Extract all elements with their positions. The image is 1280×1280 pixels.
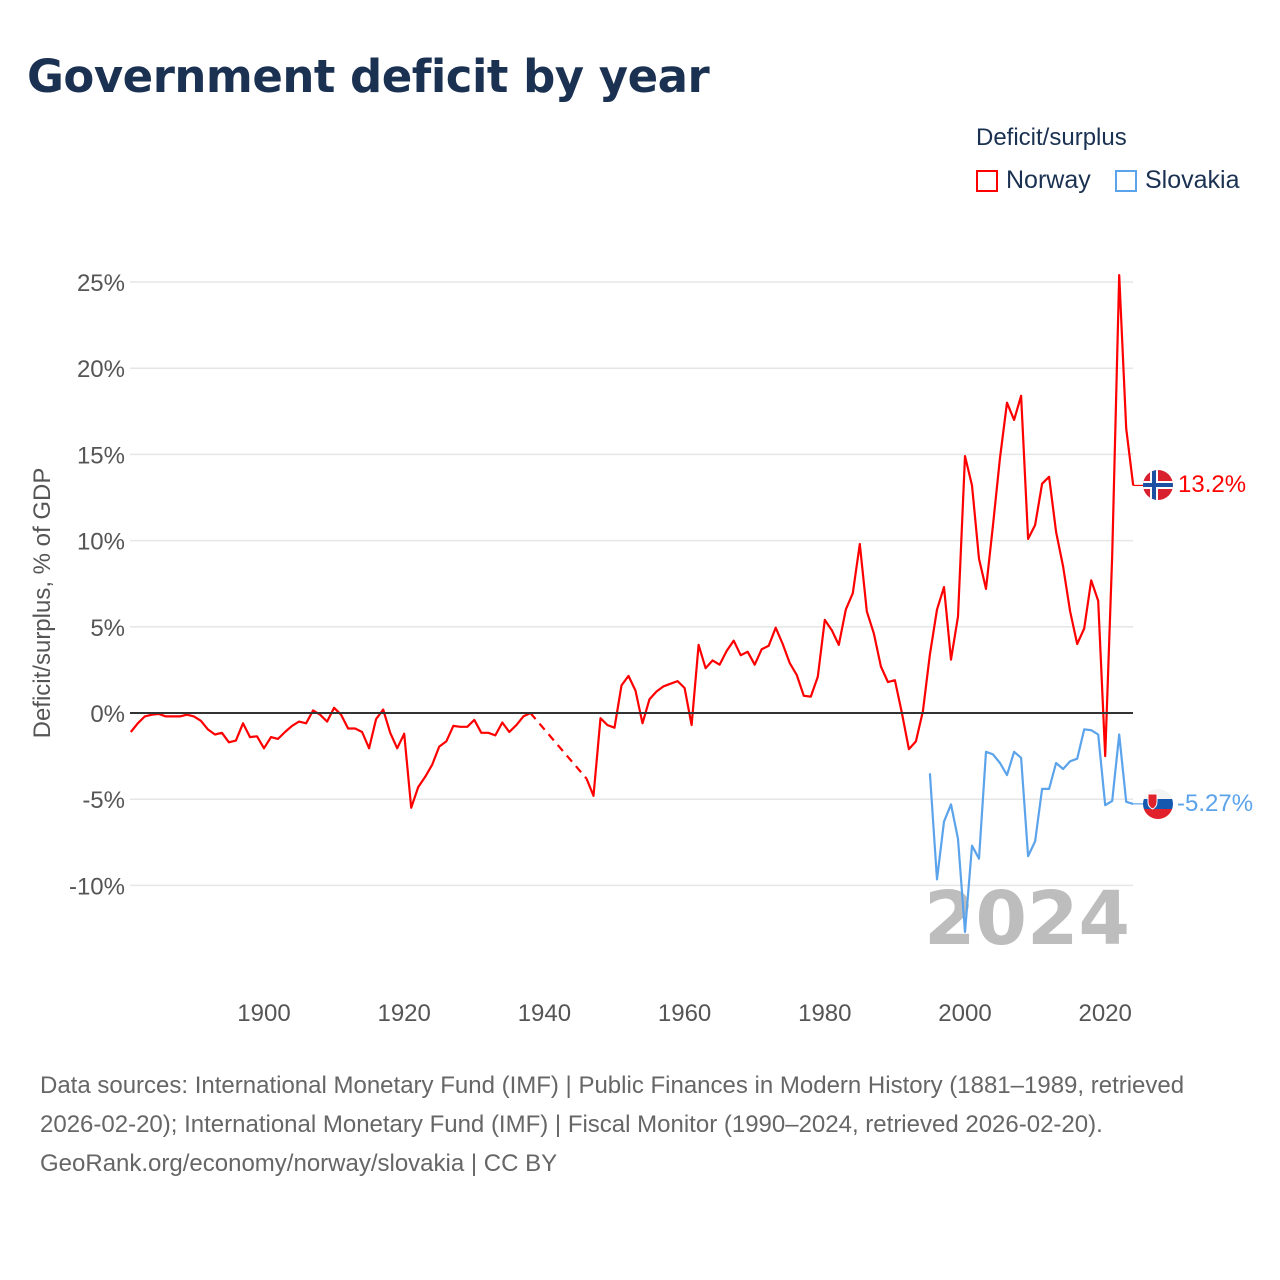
slovakia-end-label: -5.27% bbox=[1177, 790, 1253, 817]
y-tick-label: -10% bbox=[69, 873, 125, 900]
legend-item-norway[interactable]: Norway bbox=[976, 166, 1091, 195]
norway-gap-dashed-line bbox=[529, 712, 588, 780]
norway-flag-icon bbox=[1143, 470, 1173, 500]
y-tick-label: 0% bbox=[90, 701, 125, 728]
x-tick-label: 2020 bbox=[1078, 1000, 1131, 1027]
legend-item-slovakia[interactable]: Slovakia bbox=[1115, 166, 1240, 195]
x-tick-label: 1900 bbox=[237, 1000, 290, 1027]
legend-label-norway: Norway bbox=[1006, 166, 1091, 194]
y-tick-label: 5% bbox=[90, 615, 125, 642]
data-sources: Data sources: International Monetary Fun… bbox=[40, 1072, 1185, 1138]
chart-title: Government deficit by year bbox=[27, 50, 710, 103]
slovakia-flag-icon bbox=[1143, 789, 1173, 819]
credit-link[interactable]: GeoRank.org/economy/norway/slovakia | CC… bbox=[40, 1150, 558, 1177]
footer: Data sources: International Monetary Fun… bbox=[40, 1066, 1240, 1183]
y-axis-label: Deficit/surplus, % of GDP bbox=[29, 468, 56, 739]
legend-label-slovakia: Slovakia bbox=[1145, 166, 1240, 194]
x-tick-label: 2000 bbox=[938, 1000, 991, 1027]
y-tick-label: -5% bbox=[82, 787, 125, 814]
year-watermark: 2024 bbox=[924, 876, 1130, 962]
y-tick-label: 10% bbox=[77, 529, 125, 556]
norway-end-label: 13.2% bbox=[1178, 471, 1246, 498]
y-tick-label: 15% bbox=[77, 442, 125, 469]
x-tick-label: 1940 bbox=[518, 1000, 571, 1027]
legend-swatch-slovakia bbox=[1115, 169, 1137, 192]
y-tick-label: 25% bbox=[77, 270, 125, 297]
legend-title: Deficit/surplus bbox=[976, 124, 1127, 151]
norway-series-line bbox=[129, 274, 1135, 809]
x-tick-label: 1920 bbox=[377, 1000, 430, 1027]
y-tick-label: 20% bbox=[77, 356, 125, 383]
legend-swatch-norway bbox=[976, 169, 998, 192]
x-tick-label: 1960 bbox=[658, 1000, 711, 1027]
slovakia-series-line bbox=[928, 728, 1134, 933]
x-tick-label: 1980 bbox=[798, 1000, 851, 1027]
